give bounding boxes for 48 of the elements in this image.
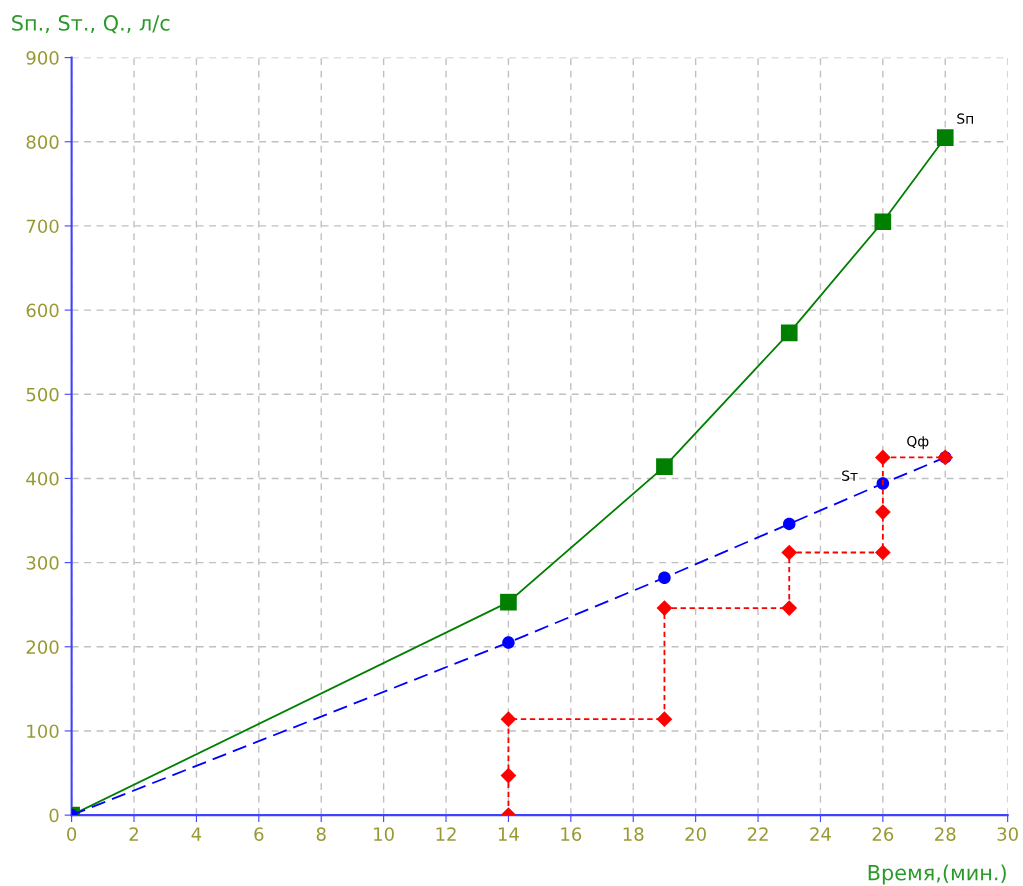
point [500,593,517,611]
point [500,711,517,728]
x-tick-label: 26 [872,827,894,841]
x-tick-label: 30 [997,827,1018,841]
point [500,767,517,784]
y-tick-label: 400 [26,471,59,486]
point [874,504,891,520]
x-tick-label: 4 [191,827,202,841]
x-tick-label: 16 [561,827,582,841]
y-tick-label: 0 [49,808,59,823]
point [656,600,673,616]
series-label: Sт [842,470,858,481]
y-tick-label: 300 [26,556,59,570]
x-tick-label: 2 [129,827,138,841]
x-tick-label: 24 [810,827,831,841]
series-label: Qф [907,435,929,450]
x-tick-label: 22 [747,827,768,841]
y-axis-title: Sп., Sт., Q., л/с [12,15,170,34]
point [502,636,515,649]
y-tick-label: 800 [26,135,59,149]
y-tick-label: 900 [26,51,59,65]
point [658,571,671,585]
point [874,449,891,466]
point [936,129,954,146]
y-tick-label: 100 [27,724,59,739]
x-tick-label: 0 [67,827,77,841]
x-tick-label: 12 [436,827,456,841]
point [782,517,796,531]
y-tick-label: 600 [26,303,59,318]
x-tick-label: 20 [685,827,706,841]
y-tick-label: 500 [26,387,59,402]
series-label: Sп [957,113,973,124]
x-tick-label: 10 [374,827,394,841]
x-axis-title: Время,(мин.) [868,864,1006,885]
point [656,711,673,728]
point [874,213,892,231]
x-tick-label: 28 [935,827,956,841]
point [780,324,798,342]
x-tick-label: 14 [498,827,519,841]
x-tick-label: 6 [254,827,264,841]
point [656,458,673,475]
x-tick-label: 18 [623,827,644,841]
point [874,544,891,561]
x-tick-label: 8 [316,827,326,841]
y-tick-label: 700 [26,219,59,234]
point [781,600,798,616]
y-tick-label: 200 [26,640,59,654]
point [781,544,798,561]
